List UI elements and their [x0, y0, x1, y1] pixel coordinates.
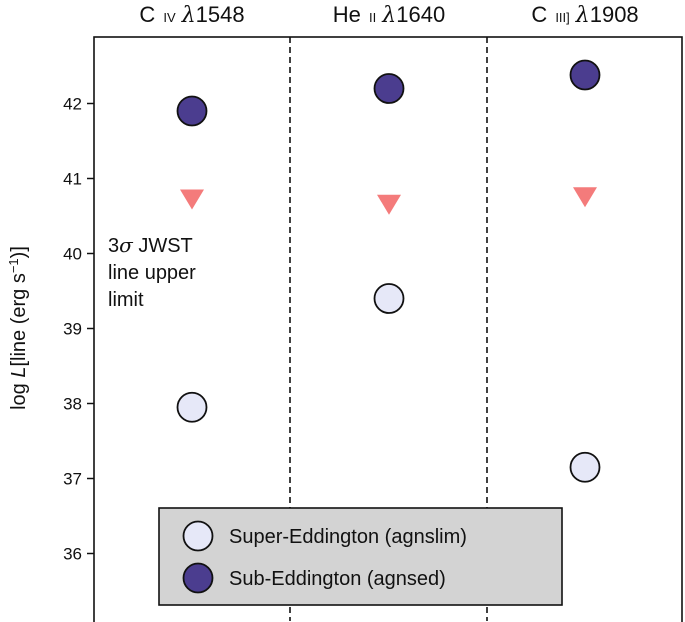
- annotation-line: 3σ JWST: [108, 233, 193, 257]
- upper-limit-annotation: 3σ JWST line upper limit: [108, 233, 196, 311]
- column-header: C IV λ1548: [139, 2, 244, 28]
- annotation-line: limit: [108, 289, 144, 311]
- plot-frame: [93, 36, 683, 622]
- y-tick-label: 39: [63, 320, 82, 339]
- y-tick-label: 38: [63, 395, 82, 414]
- column-header: He II λ1640: [333, 2, 445, 28]
- legend-box: [158, 507, 563, 606]
- column-header: C III] λ1908: [531, 2, 638, 28]
- y-axis-label: log L[line (erg s−1)]: [6, 246, 31, 410]
- legend-label: Sub-Eddington (agnsed): [229, 568, 446, 590]
- data-point: [373, 73, 405, 104]
- upper-limit-marker: [180, 189, 204, 210]
- data-points: [176, 59, 601, 483]
- column-headers: C IV λ1548 He II λ1640 C III] λ1908: [139, 2, 638, 28]
- legend: Super-Eddington (agnslim) Sub-Eddington (…: [158, 507, 563, 606]
- legend-label: Super-Eddington (agnslim): [229, 526, 467, 548]
- y-tick-label: 40: [63, 245, 82, 264]
- data-point: [176, 391, 208, 423]
- y-tick-label: 42: [63, 95, 82, 114]
- plot-border: [93, 36, 683, 622]
- y-tick-label: 41: [63, 170, 82, 189]
- data-point: [569, 59, 601, 91]
- annotation-line: line upper: [108, 262, 196, 284]
- y-axis-ticks: 36 37 38 39 40 41 42: [63, 95, 94, 564]
- y-tick-label: 37: [63, 470, 82, 489]
- upper-limit-marker: [573, 187, 597, 208]
- data-point: [373, 283, 405, 314]
- legend-marker: [182, 520, 214, 552]
- data-point: [569, 451, 601, 483]
- upper-limit-marker: [377, 194, 401, 215]
- y-axis-title: log L[line (erg s−1)]: [6, 246, 31, 410]
- data-point: [176, 95, 208, 127]
- y-tick-label: 36: [63, 545, 82, 564]
- legend-marker: [182, 562, 214, 594]
